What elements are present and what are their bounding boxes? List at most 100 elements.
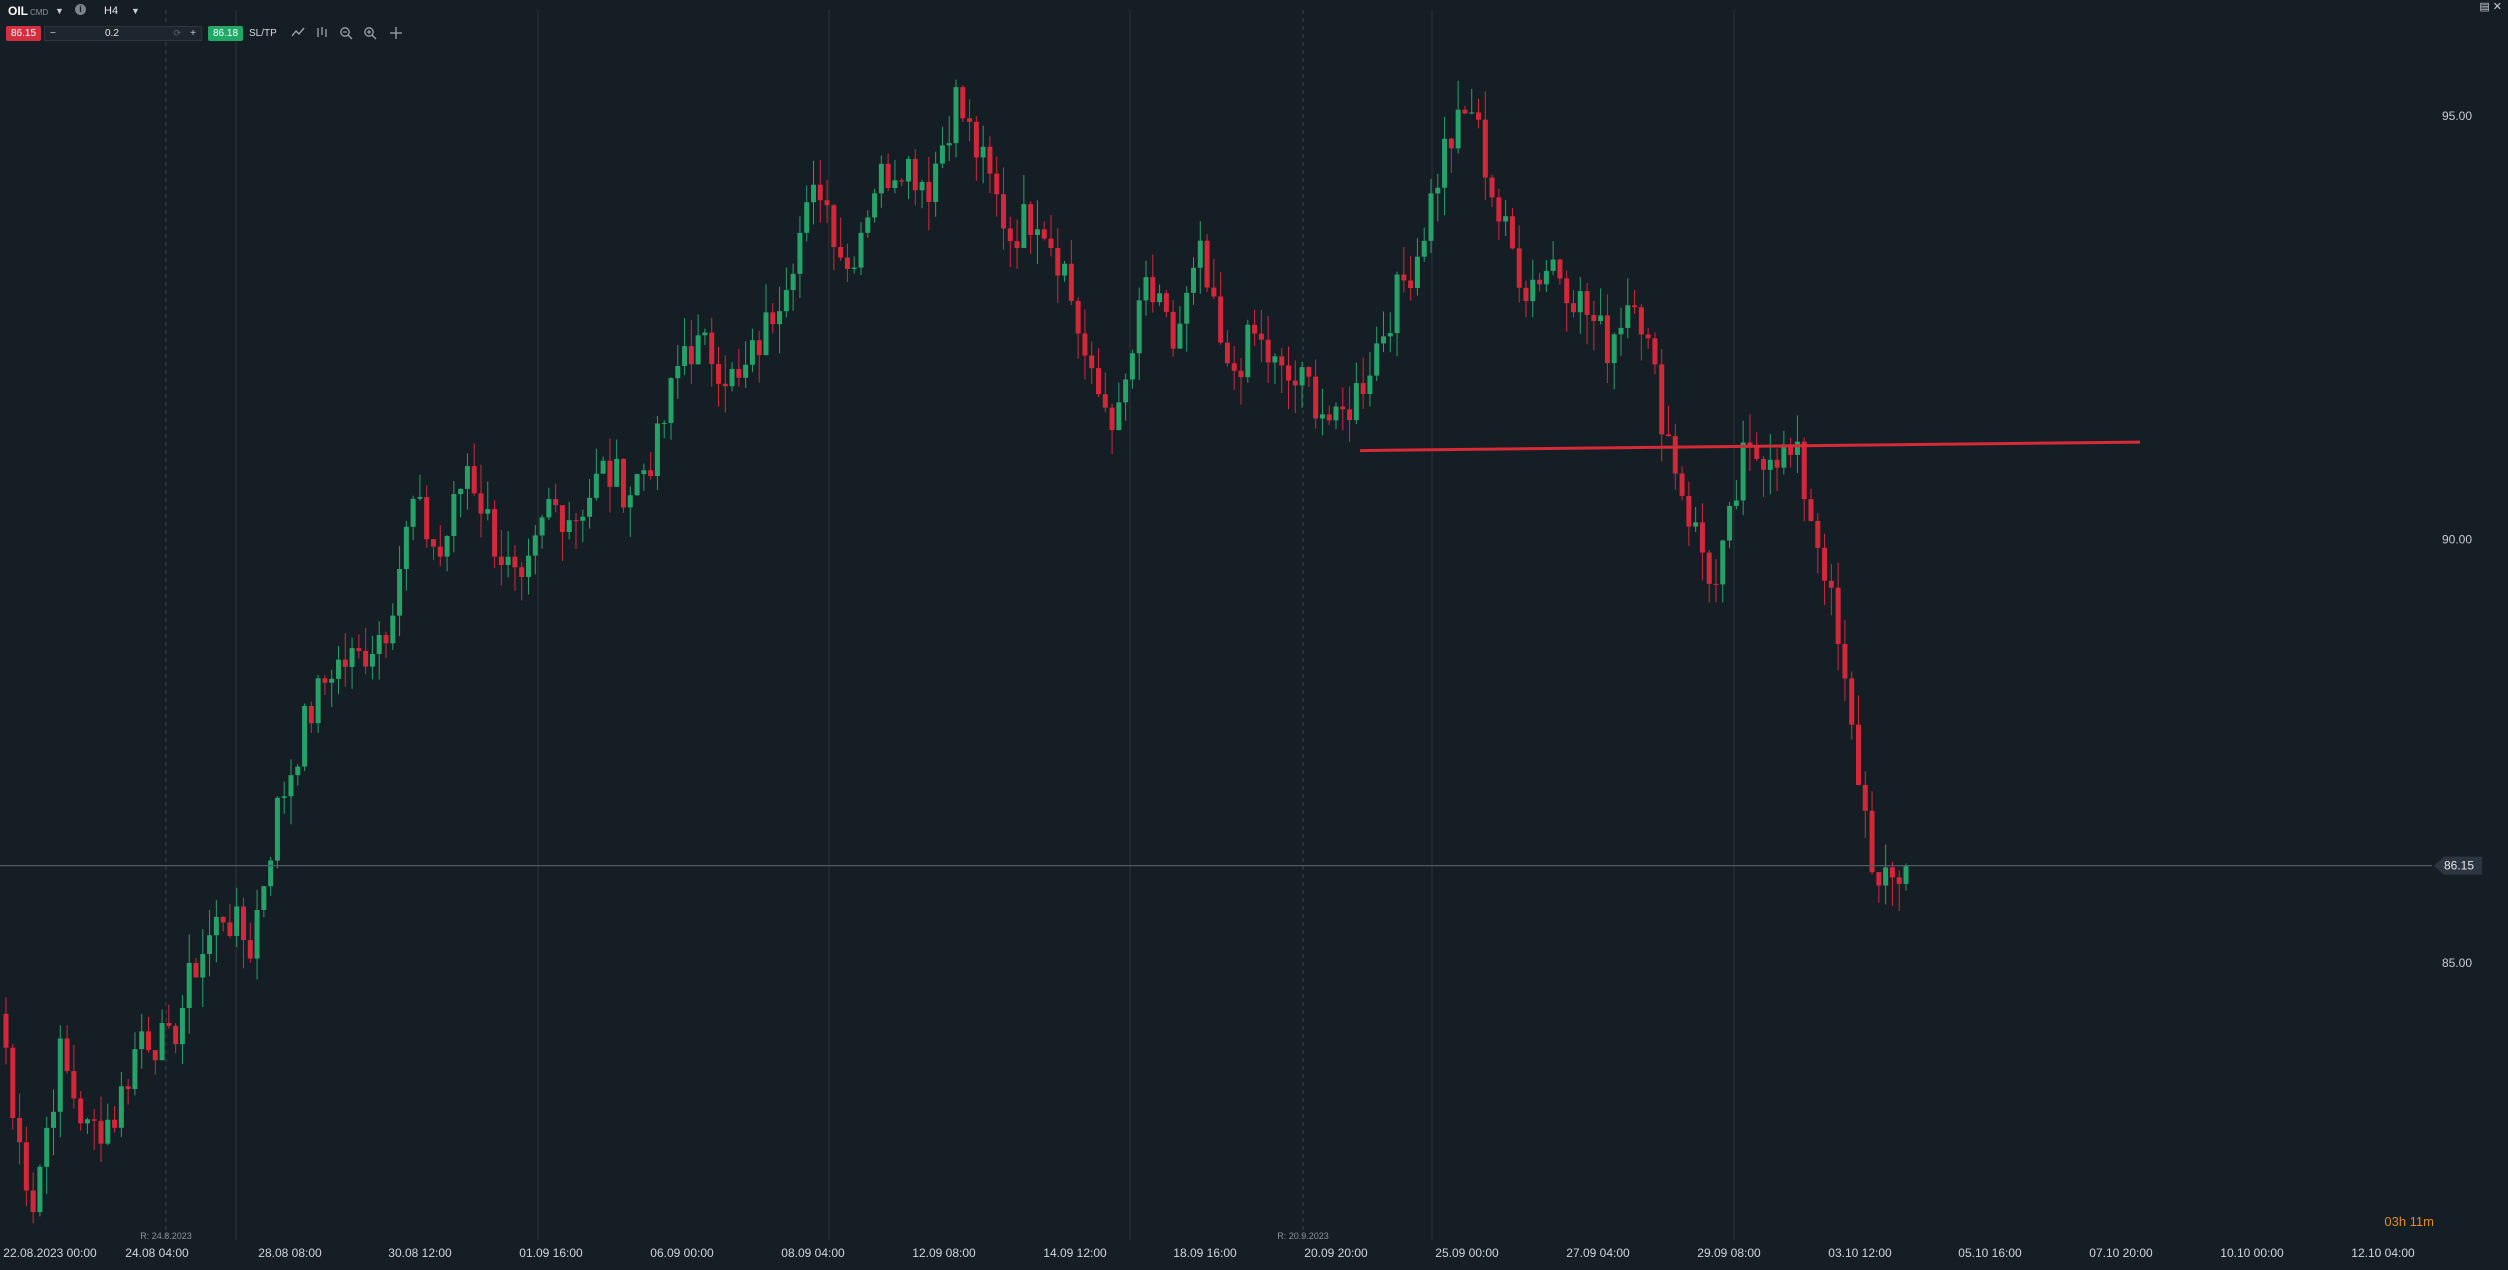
window-controls: ▤ ✕ [2479,0,2502,13]
candle-body [57,1038,63,1112]
decrease-quantity-button[interactable]: − [50,28,56,39]
candle-body [1652,338,1658,365]
candle-body [30,1190,36,1213]
x-tick-label: 12.10 04:00 [2351,1246,2415,1260]
increase-quantity-button[interactable]: + [190,28,196,39]
candle-body [288,775,294,797]
candle-body [756,340,762,356]
candle-body [899,180,905,182]
candle-body [213,916,219,936]
candle-body [1835,587,1841,645]
candle-body [743,364,749,378]
candle-body [3,1013,9,1048]
candle-body [661,422,667,424]
candle-body [1469,112,1475,114]
candle-body [559,505,565,533]
refresh-icon[interactable]: ⟳ [173,28,181,38]
sltp-button[interactable]: SL/TP [249,28,277,39]
candle-body [431,539,436,547]
close-icon[interactable]: ✕ [2492,1,2502,13]
candle-body [1394,274,1400,334]
x-tick-label: 29.09 08:00 [1697,1246,1761,1260]
candle-body [1353,383,1359,421]
symbol-dropdown-icon[interactable]: ▼ [55,6,64,16]
buy-button[interactable]: 86.18 [208,26,244,41]
candle-body [1577,291,1583,313]
candle-body [349,648,355,667]
candle-body [1448,138,1454,149]
candle-body [376,634,382,655]
candle-body [1455,109,1461,149]
candle-body [1360,383,1366,395]
candle-body [1462,109,1468,114]
candle-body [1157,293,1163,303]
candle-body [858,232,864,268]
zoom-in-icon[interactable] [361,26,379,42]
candle-body [302,705,308,767]
candle-body [1571,303,1576,313]
candle-body [1903,865,1909,884]
candle-body [607,460,613,487]
candle-body [512,556,518,568]
candle-body [1231,363,1237,371]
candle-body [831,205,837,247]
candle-body [553,499,559,506]
candle-body [247,940,253,959]
candle-body [1618,327,1624,335]
x-tick-label: 28.08 08:00 [258,1246,322,1260]
candle-body [716,364,721,384]
window-icon[interactable]: ▤ [2479,1,2490,13]
timeframe-dropdown-icon[interactable]: ▼ [131,6,140,16]
candle-body [1598,315,1604,322]
crosshair-icon[interactable] [387,26,405,42]
zoom-out-icon[interactable] [337,26,355,42]
candle-body [1177,323,1183,349]
candle-body [919,181,925,191]
candle-body [1048,238,1054,248]
candle-body [1754,444,1760,459]
candle-body [1347,409,1353,421]
symbol-name: OIL [8,4,28,18]
candle-body [1062,263,1068,276]
candle-countdown: 03h 11m [2384,1214,2434,1229]
candle-body [1659,364,1665,435]
candle-body [933,163,939,202]
candle-body [1638,307,1644,335]
candle-body [485,509,491,514]
candle-body [1808,499,1814,521]
candle-body [71,1071,77,1099]
candle-body [444,535,450,557]
candle-body [478,493,484,514]
candle-body [1150,277,1156,303]
y-tick-label: 90.00 [2442,533,2472,547]
candle-body [539,517,545,536]
x-tick-label: 25.09 00:00 [1435,1246,1499,1260]
info-icon[interactable]: i [75,4,86,15]
candle-body [946,143,952,146]
timeframe-selector[interactable]: H4 [104,5,119,17]
x-tick-label: 18.09 16:00 [1173,1246,1237,1260]
candle-body [1550,259,1556,271]
candle-body [1496,197,1502,222]
line-chart-icon[interactable] [289,26,307,42]
symbol-selector[interactable]: OIL CMD [8,4,48,20]
candle-body [1123,379,1129,403]
candle-body [10,1047,16,1119]
sell-button[interactable]: 86.15 [6,26,42,41]
candle-body [1014,241,1020,248]
indicators-icon[interactable] [314,26,332,42]
y-tick-label: 95.00 [2442,109,2472,123]
candle-body [634,474,640,496]
candle-body [1625,305,1631,328]
candle-body [1313,376,1319,419]
quantity-stepper[interactable]: − 0.2 ⟳ + [44,26,202,41]
quantity-input[interactable]: 0.2 [105,28,119,39]
candle-body [654,423,660,477]
candle-body [17,1118,23,1143]
candle-body [78,1098,84,1124]
candle-body [702,332,708,336]
candle-body [1136,300,1142,354]
chart-overlays: 86.15 [0,440,2482,875]
candle-body [1516,248,1522,288]
